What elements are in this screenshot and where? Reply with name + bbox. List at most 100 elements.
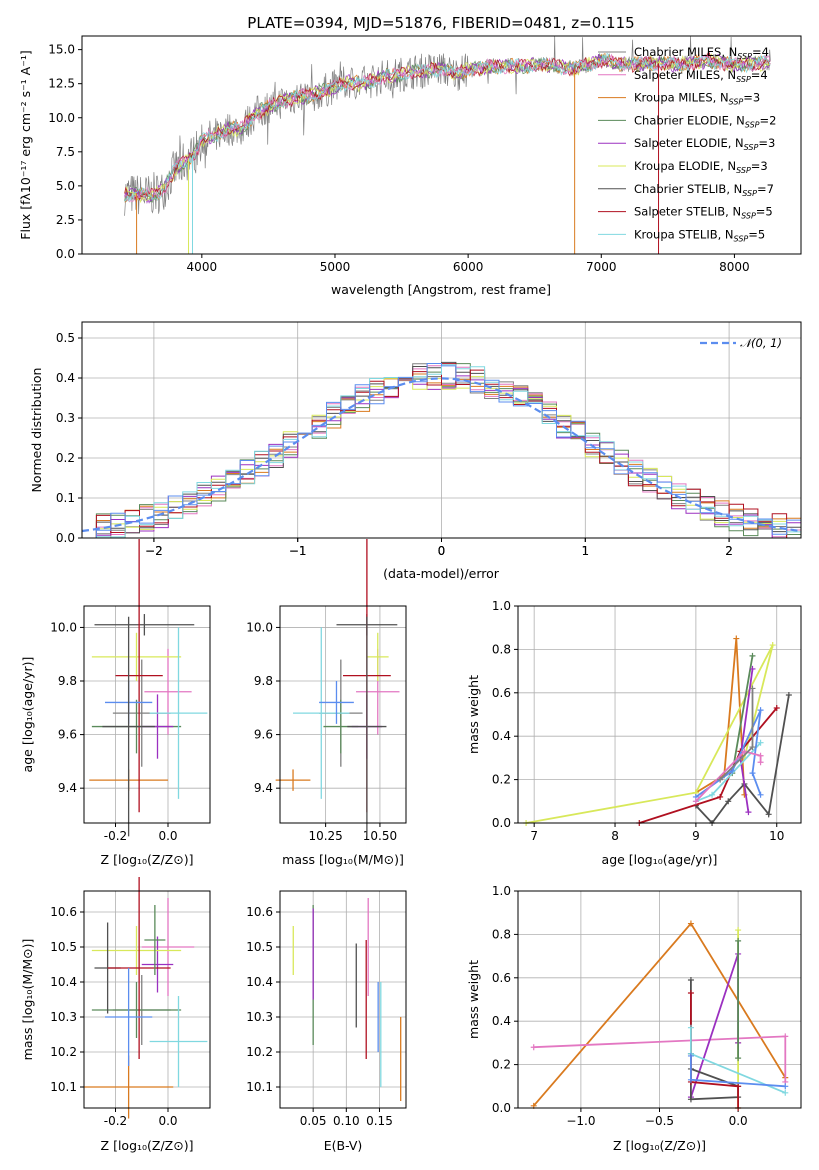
model-spectrum [124,52,771,202]
series-line [639,707,778,824]
residual-ylabel: Normed distribution [29,368,44,493]
x-tick-label: 7000 [586,260,617,274]
y-tick-label: 9.8 [58,674,77,688]
observed-spectrum [124,35,771,216]
series-marker [717,776,724,783]
series-line [690,953,739,1098]
x-tick-label: 2 [725,544,733,558]
series-marker [687,1052,694,1059]
y-tick-label: 0.0 [492,816,511,830]
y-tick-label: 10.4 [50,975,77,989]
series-marker [769,642,776,649]
spectrum-ylabel: Flux [fλ10⁻¹⁷ erg cm⁻² s⁻¹ A⁻¹] [18,50,33,239]
legend-entry: Chabrier STELIB, NSSP=7 [634,182,774,198]
y-tick-label: 9.4 [58,781,77,795]
series-line [525,644,774,824]
residual-xlabel: (data-model)/error [383,566,500,581]
x-tick-label: 4000 [187,260,218,274]
x-tick-label: 6000 [453,260,484,274]
x-tick-label: −2 [145,544,163,558]
y-tick-label: 0.0 [492,1101,511,1115]
y-tick-label: 10.5 [246,940,273,954]
series-marker [735,937,742,944]
x-tick-label: 8 [611,829,619,843]
x-tick-label: -0.2 [104,829,127,843]
massweight-vs-metallicity-panel: −1.0 −0.5 0.0 0.0 0.2 0.4 0.6 0.8 1.0 Z [log₁₀(Z/… [466,884,802,1153]
mass-vs-metallicity-panel: -0.2 0.0 10.1 10.2 10.3 10.4 10.5 10.6 Z [log₁₀(… [20,877,211,1153]
x-tick-label: 1 [581,544,589,558]
series-marker [687,920,694,927]
series-marker [757,791,764,798]
x-tick-label: −1 [289,544,307,558]
y-tick-label: 0.5 [56,331,75,345]
y-axis-label: mass weight [466,960,481,1039]
y-tick-label: 0.6 [492,686,511,700]
x-tick-label: 0.0 [158,829,177,843]
legend-entry: Chabrier ELODIE, NSSP=2 [634,113,776,129]
series-line [690,993,739,1108]
x-tick-label: 0.05 [300,1114,327,1128]
y-tick-label: 1.0 [492,599,511,613]
y-tick-label: 0.8 [492,642,511,656]
series-marker [735,927,742,934]
series-marker [749,652,756,659]
y-tick-label: 0.6 [492,971,511,985]
mass-vs-ebv-panel: 0.05 0.10 0.15 10.1 10.2 10.3 10.4 10.5 10.6 E(B-… [246,890,407,1153]
y-tick-label: 0.4 [56,371,75,385]
y-tick-label: 0.3 [56,411,75,425]
series-marker [749,744,756,751]
y-axis-label: mass weight [466,675,481,754]
x-tick-label: −1 [289,544,307,558]
legend-entry: Salpeter MILES, NSSP=4 [634,68,768,84]
x-axis-label: Z [log₁₀(Z/Z⊙)] [101,1138,194,1153]
legend-entry: Chabrier MILES, NSSP=4 [634,45,769,61]
series-marker [749,685,756,692]
x-tick-label: 2 [725,544,733,558]
x-tick-label: 0 [438,544,446,558]
axes-frame [517,605,802,824]
series-marker [725,798,732,805]
series-marker [757,707,764,714]
x-tick-label: 10.25 [308,829,342,843]
series-marker [687,976,694,983]
series-marker [709,791,716,798]
spectrum-panel: PLATE=0394, MJD=51876, FIBERID=0481, z=0… [18,14,802,297]
series-marker [735,1083,742,1090]
massweight-vs-age-panel: 7 8 9 10 0.0 0.2 0.4 0.6 0.8 1.0 age [log₁₀(age/yr… [466,599,802,867]
spectrum-ticks: 4000 5000 6000 7000 8000 0.0 2.5 5.0 7.5 10.0 12.5… [48,43,749,274]
series-marker [745,809,752,816]
series-marker [749,770,756,777]
y-tick-label: 10.1 [50,1080,77,1094]
y-tick-label: 0.0 [56,247,75,261]
series-marker [687,1096,694,1103]
spectrum-title: PLATE=0394, MJD=51876, FIBERID=0481, z=0… [247,14,634,32]
series-line [695,750,762,802]
y-tick-label: 10.6 [246,905,273,919]
axes-frame [517,890,802,1109]
y-tick-label: 2.5 [56,213,75,227]
residual-histogram [82,363,801,539]
x-axis-label: Z [log₁₀(Z/Z⊙)] [613,1138,706,1153]
x-axis-label: E(B-V) [324,1138,363,1153]
x-tick-label: 0.0 [158,1114,177,1128]
x-tick-label: -0.2 [104,1114,127,1128]
legend-entry: Salpeter ELODIE, NSSP=3 [634,136,775,152]
x-tick-label: 9 [692,829,700,843]
y-tick-label: 15.0 [48,43,75,57]
series-marker [757,739,764,746]
spectrum-xlabel: wavelength [Angstrom, rest frame] [331,282,551,297]
y-tick-label: 10.2 [246,1045,273,1059]
y-tick-label: 0.4 [492,729,511,743]
spectrum-legend: Chabrier MILES, NSSP=4 Salpeter MILES, NS… [598,45,776,243]
y-axis-label: mass [log₁₀(M/M⊙)] [20,939,35,1061]
series-marker [773,704,780,711]
age-vs-metallicity-panel: -0.2 0.0 9.4 9.6 9.8 10.0 Z [log₁₀(Z/Z⊙)] age [… [20,539,211,867]
series-marker [733,635,740,642]
series-marker [782,1033,789,1040]
y-tick-label: 10.4 [246,975,273,989]
x-tick-label: 0.10 [333,1114,360,1128]
axes-frame [279,605,407,824]
legend-entry: Kroupa STELIB, NSSP=5 [634,227,765,243]
x-tick-label: −2 [145,544,163,558]
series-marker [757,759,764,766]
